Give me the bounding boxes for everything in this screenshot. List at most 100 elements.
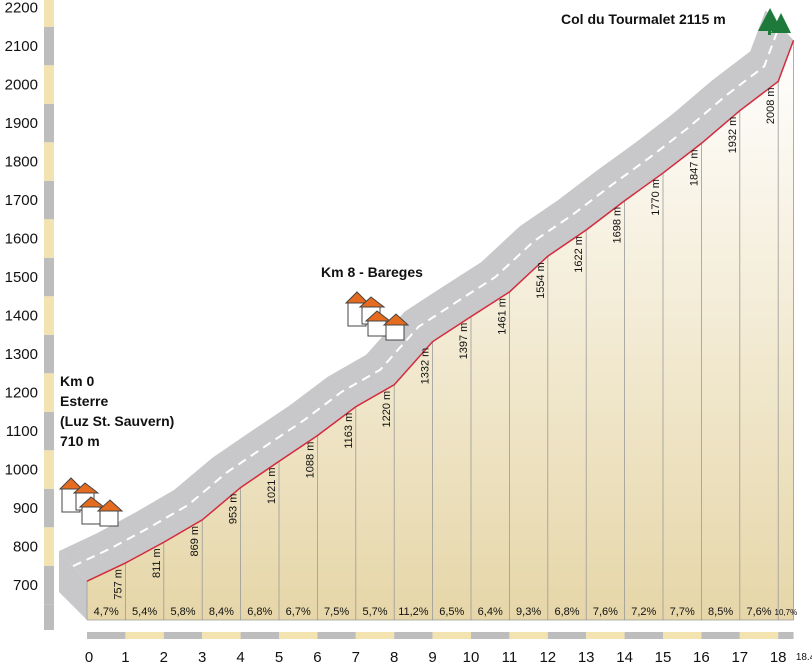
gradient-label: 7,2%	[631, 606, 656, 618]
elevation-label: 1088 m	[304, 442, 316, 479]
x-tick-label: 7	[352, 649, 360, 666]
start-annotation-line-4: 710 m	[60, 433, 100, 449]
gradient-label: 7,6%	[593, 606, 618, 618]
elevation-label: 1163 m	[343, 413, 355, 449]
y-tick-label: 1300	[5, 346, 38, 363]
profile-area	[87, 40, 794, 621]
x-tick-label: 1	[121, 649, 129, 666]
summit-trees-icon	[758, 8, 791, 35]
x-axis-segment	[240, 632, 279, 639]
x-tick-label: 0	[85, 649, 93, 666]
y-axis-segment	[44, 142, 54, 181]
road-centre-line	[72, 24, 781, 568]
x-axis-segment	[202, 632, 241, 639]
y-axis-segment	[44, 296, 54, 335]
x-tick-label: 9	[428, 649, 436, 666]
y-axis-segment	[44, 65, 54, 104]
elevation-label: 1332 m	[420, 348, 432, 385]
x-axis-segment	[547, 632, 587, 639]
y-axis-segment	[44, 527, 54, 566]
y-tick-label: 700	[13, 577, 38, 594]
elevation-label: 1397 m	[458, 323, 470, 360]
elevation-labels: 757 m 811 m 869 m 953 m 1021 m 1088 m 1163 m 12…	[112, 87, 777, 599]
gradient-label: 10,7%	[775, 608, 798, 617]
road-side	[59, 551, 87, 620]
road-surface	[59, 10, 794, 582]
x-axis-bar	[87, 632, 794, 639]
start-annotation-line-1: Km 0	[60, 373, 94, 389]
x-tick-label: 11	[502, 649, 518, 666]
x-tick-label: 5	[275, 649, 283, 666]
gradient-label: 4,7%	[94, 606, 119, 618]
elevation-label: 1622 m	[573, 236, 585, 273]
elevation-label: 1021 m	[266, 467, 278, 504]
x-axis-segment	[125, 632, 164, 639]
profile-line-path	[86, 39, 795, 582]
gradient-label: 5,8%	[170, 606, 195, 618]
profile-line	[86, 39, 795, 582]
elevation-label: 811 m	[151, 548, 163, 578]
y-tick-label: 800	[13, 539, 38, 556]
y-axis-segment	[44, 180, 54, 220]
gradient-labels: 4,7% 5,4% 5,8% 8,4% 6,8% 6,7% 7,5% 5,7% 11,2% 6,5…	[94, 606, 798, 618]
y-axis-segment	[44, 488, 54, 528]
x-tick-label: 16	[693, 649, 710, 666]
gradient-label: 6,4%	[478, 606, 503, 618]
y-tick-label: 1800	[5, 154, 38, 171]
summit-annotation: Col du Tourmalet 2115 m	[561, 11, 726, 27]
y-axis-segment	[44, 257, 54, 297]
x-axis-segment	[509, 632, 548, 639]
elevation-label: 1698 m	[612, 207, 624, 244]
x-axis-segment	[701, 632, 740, 639]
x-axis-segment	[317, 632, 356, 639]
y-tick-label: 1600	[5, 231, 38, 248]
elevation-label: 1932 m	[727, 117, 739, 154]
x-tick-label: 2	[160, 649, 168, 666]
mid-annotation: Km 8 - Bareges	[321, 264, 423, 280]
start-annotation-line-3: (Luz St. Sauvern)	[60, 413, 174, 429]
y-tick-label: 1500	[5, 269, 38, 286]
y-axis-segment	[44, 103, 54, 143]
profile-fill	[87, 40, 794, 621]
x-axis-segment	[87, 632, 126, 639]
y-axis-segment	[44, 411, 54, 451]
gradient-label: 6,8%	[247, 606, 272, 618]
x-axis-segment	[163, 632, 203, 639]
y-tick-label: 2000	[5, 77, 38, 94]
y-tick-label: 1000	[5, 462, 38, 479]
elevation-label: 1847 m	[688, 149, 700, 186]
x-axis-segment	[355, 632, 395, 639]
y-axis-segment	[44, 565, 54, 605]
elevation-label: 1220 m	[381, 391, 393, 428]
village-start-icon	[58, 477, 124, 527]
x-tick-label: 18	[770, 649, 787, 666]
x-tick-label: 10	[463, 649, 480, 666]
gradient-label: 6,7%	[286, 606, 311, 618]
y-axis-segment	[44, 604, 54, 630]
x-axis-segment	[394, 632, 433, 639]
x-axis-segment	[432, 632, 471, 639]
x-tick-label: 12	[539, 649, 556, 666]
x-tick-label: 13	[578, 649, 595, 666]
x-tick-label: 15	[655, 649, 672, 666]
gradient-label: 8,5%	[708, 606, 733, 618]
y-axis-segment	[44, 373, 54, 412]
elevation-label: 1461 m	[496, 298, 508, 335]
gradient-label: 9,3%	[516, 606, 541, 618]
x-tick-label: 18.4	[796, 652, 812, 663]
gradient-label: 7,7%	[670, 606, 695, 618]
y-tick-label: 1700	[5, 192, 38, 209]
elevation-label: 757 m	[112, 569, 124, 600]
y-axis-bar	[44, 0, 54, 630]
x-axis-segment	[663, 632, 702, 639]
y-axis-segment	[44, 450, 54, 489]
gradient-label: 11,2%	[398, 606, 429, 618]
x-axis-segment	[624, 632, 663, 639]
y-axis-segment	[44, 334, 54, 374]
x-tick-label: 14	[616, 649, 633, 666]
y-axis-segment	[44, 219, 54, 258]
village-bareges-icon	[344, 291, 410, 341]
gradient-label: 7,6%	[746, 606, 771, 618]
